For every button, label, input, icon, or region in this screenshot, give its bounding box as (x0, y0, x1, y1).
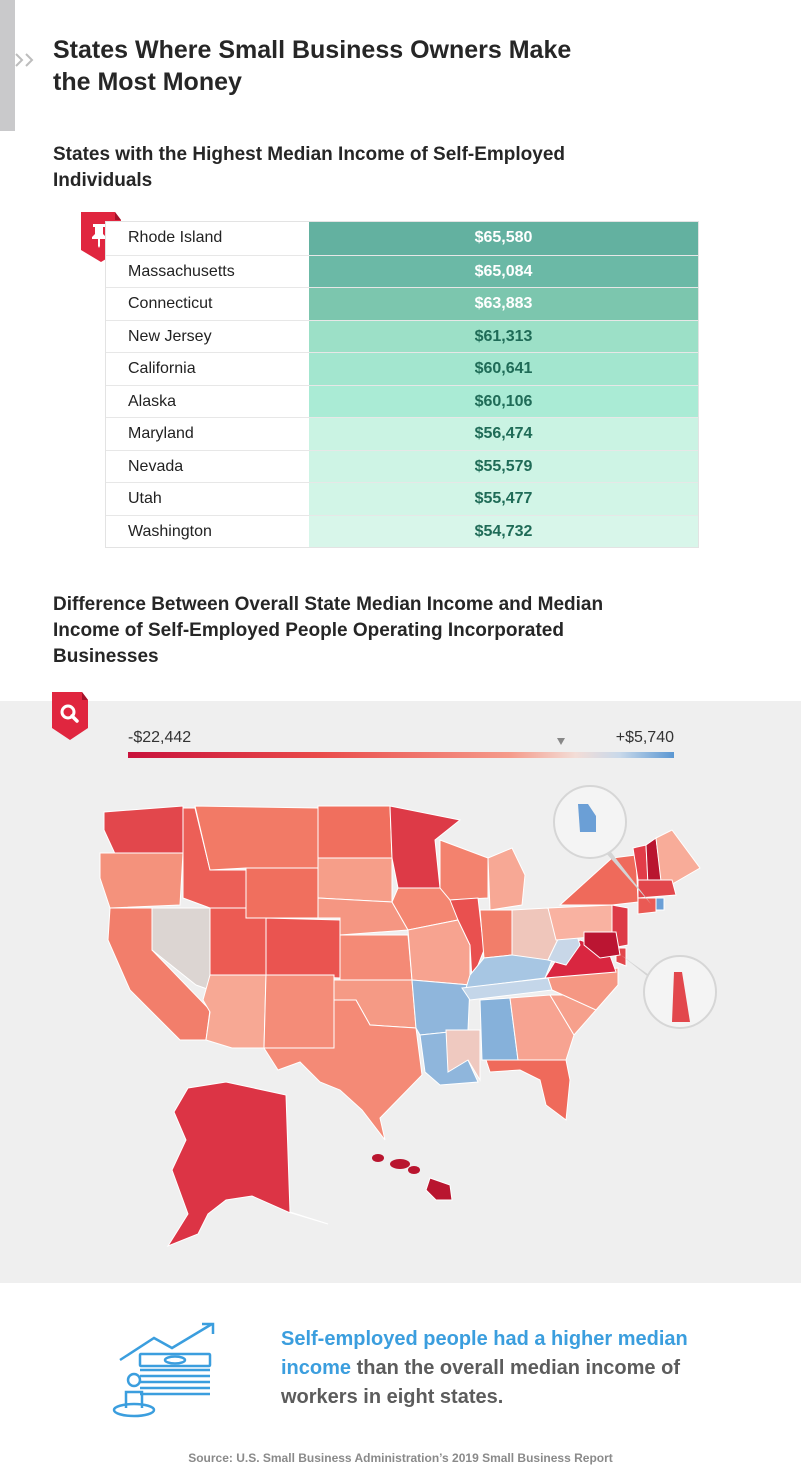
state-in (479, 909, 513, 959)
state-hi (425, 1177, 453, 1201)
state-name-cell: Connecticut (106, 288, 309, 320)
median-income-cell: $55,477 (309, 483, 698, 515)
median-income-cell: $55,579 (309, 450, 698, 482)
state-nm (263, 974, 335, 1049)
state-tx (263, 999, 423, 1141)
state-az (202, 974, 267, 1049)
map-title: Difference Between Overall State Median … (53, 594, 604, 667)
delaware-callout (621, 955, 717, 1029)
state-fl (485, 1059, 571, 1121)
state-mi (487, 847, 526, 911)
state-name-cell: Alaska (106, 385, 309, 417)
side-tab[interactable] (0, 0, 15, 131)
state-name-cell: Maryland (106, 418, 309, 450)
table-row: Massachusetts $65,084 (106, 254, 698, 287)
state-ga (509, 994, 575, 1061)
state-name-cell: New Jersey (106, 320, 309, 352)
median-income-cell: $60,106 (309, 385, 698, 417)
state-name-cell: Massachusetts (106, 255, 309, 287)
footer-statement: Self-employed people had a higher median… (281, 1325, 721, 1412)
median-income-cell: $54,732 (309, 515, 698, 547)
state-or (99, 852, 184, 909)
median-income-cell: $65,580 (309, 222, 698, 255)
table-row: California $60,641 (106, 352, 698, 385)
rhode-island-callout (553, 785, 651, 904)
state-mt (194, 805, 319, 871)
chevron-right-icon[interactable] (14, 50, 38, 70)
income-growth-icon (112, 1322, 215, 1418)
legend-max-label: +$5,740 (615, 729, 674, 746)
table-row: Washington $54,732 (106, 514, 698, 547)
state-md (583, 931, 621, 959)
table-row: Maryland $56,474 (106, 417, 698, 450)
state-wi (439, 839, 489, 901)
state-nv (151, 907, 211, 991)
median-income-cell: $61,313 (309, 320, 698, 352)
search-icon[interactable] (52, 692, 88, 740)
page-title: States Where Small Business Owners Make … (53, 36, 572, 96)
table-row: Nevada $55,579 (106, 449, 698, 482)
state-ak (166, 1081, 329, 1248)
state-sd (317, 857, 393, 903)
state-ri (655, 897, 665, 911)
state-wa (103, 805, 184, 857)
state-name-cell: California (106, 353, 309, 385)
state-mo (407, 919, 471, 986)
hawaii-island (408, 1166, 420, 1174)
state-ny (558, 854, 639, 906)
legend-zero-marker (557, 738, 565, 745)
median-income-cell: $63,883 (309, 288, 698, 320)
hawaii-island (372, 1154, 384, 1162)
state-ct (637, 897, 657, 915)
table-title: States with the Highest Median Income of… (53, 144, 566, 191)
state-nd (317, 805, 393, 859)
state-ar (411, 979, 471, 1036)
state-wy (245, 867, 319, 919)
income-table: Rhode Island $65,580 Massachusetts $65,084 C… (105, 221, 699, 548)
median-income-cell: $65,084 (309, 255, 698, 287)
median-income-cell: $60,641 (309, 353, 698, 385)
median-income-cell: $56,474 (309, 418, 698, 450)
table-row: Utah $55,477 (106, 482, 698, 515)
state-ma (637, 879, 677, 899)
footer-rest-text: than the overall median income of worker… (281, 1357, 680, 1408)
table-row: New Jersey $61,313 (106, 319, 698, 352)
legend-min-label: -$22,442 (128, 729, 192, 746)
state-name-cell: Rhode Island (106, 222, 309, 255)
legend-color-scale (128, 752, 674, 758)
state-co (265, 917, 341, 979)
state-me (655, 829, 701, 891)
hawaii-island (390, 1159, 410, 1169)
table-row: Alaska $60,106 (106, 384, 698, 417)
state-ks (339, 934, 413, 981)
table-row: Rhode Island $65,580 (106, 222, 698, 255)
table-row: Connecticut $63,883 (106, 287, 698, 320)
state-ut (209, 907, 267, 976)
us-state-map (99, 785, 717, 1248)
state-name-cell: Utah (106, 483, 309, 515)
footer-highlight-text: Self-employed people had a higher median… (281, 1328, 688, 1379)
state-ms (445, 1029, 481, 1082)
state-name-cell: Nevada (106, 450, 309, 482)
state-name-cell: Washington (106, 515, 309, 547)
source-credit: Source: U.S. Small Business Administrati… (188, 1451, 613, 1465)
